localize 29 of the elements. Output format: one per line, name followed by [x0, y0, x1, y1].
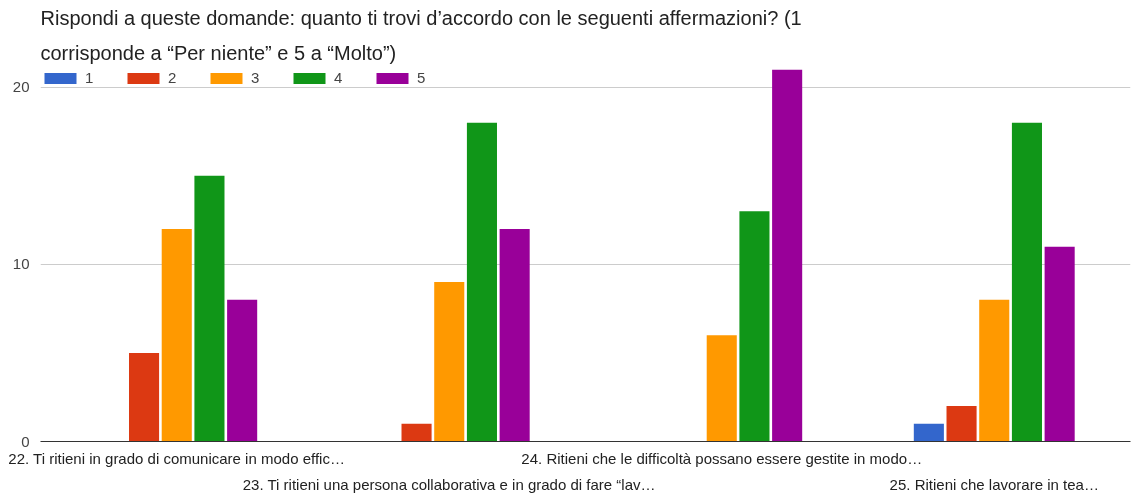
bar — [434, 282, 465, 442]
bar — [129, 352, 160, 442]
bar — [1044, 246, 1075, 442]
legend-label: 2 — [168, 69, 178, 86]
bar — [913, 423, 944, 442]
x-tick-label: 23. Ti ritieni una persona collaborativa e in grado di fare “lav… — [242, 475, 656, 493]
chart-title: Rispondi a queste domande: quanto ti trovi d’accordo con le seguenti affermazioni? (1 corrisponde a “Per niente” e 5 a “Molto”) — [40, 7, 802, 65]
legend-label: 5 — [417, 69, 427, 86]
bar — [772, 69, 803, 442]
x-tick-label: 22. Ti ritieni in grado di comunicare in modo effic… — [8, 449, 345, 467]
bar — [161, 228, 192, 442]
bar — [946, 406, 977, 442]
y-tick-label: 0 — [21, 432, 30, 450]
y-tick-label: 20 — [12, 78, 30, 96]
bar — [401, 423, 432, 442]
bar — [979, 299, 1010, 442]
bar — [706, 335, 737, 442]
x-tick-label: 25. Ritieni che lavorare in tea… — [889, 475, 1099, 493]
bar — [194, 175, 225, 442]
legend-label: 4 — [334, 69, 344, 86]
bar — [1011, 122, 1042, 442]
y-tick-label: 10 — [12, 255, 30, 273]
legend-label: 3 — [251, 69, 261, 86]
x-tick-label: 24. Ritieni che le difficoltà possano essere gestite in modo… — [521, 449, 923, 467]
legend-label: 1 — [85, 69, 95, 86]
bar — [466, 122, 497, 442]
bar — [227, 299, 258, 442]
bar — [499, 228, 530, 442]
bar — [739, 211, 770, 442]
